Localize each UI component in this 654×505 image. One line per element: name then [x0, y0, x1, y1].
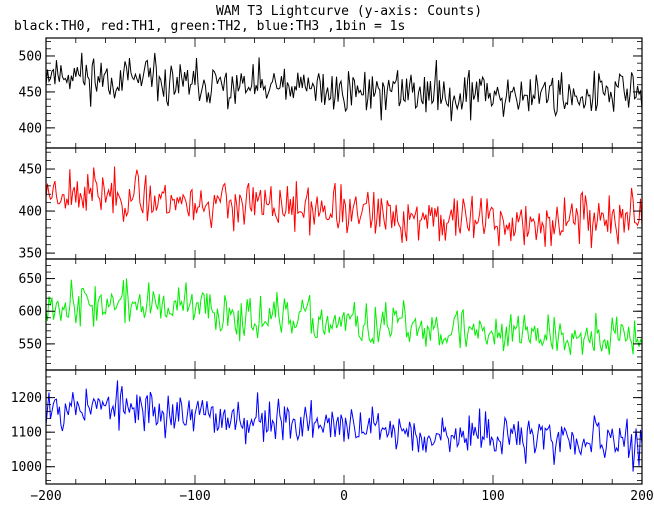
y-tick-label: 450 — [19, 85, 42, 100]
y-tick-label: 1200 — [11, 391, 42, 406]
panel-th3: 1000 1100 1200 — [11, 369, 643, 485]
y-tick-label: 400 — [19, 205, 42, 220]
panel-frame — [45, 37, 643, 149]
x-axis: −200 −100 0 100 200 — [30, 489, 653, 504]
panel-th0: 400 450 500 — [19, 37, 643, 149]
panel-th2: 550 600 650 — [19, 258, 643, 371]
panel-frame — [45, 369, 643, 485]
y-tick-label: 500 — [19, 49, 42, 64]
series-th3 — [46, 380, 642, 472]
series-th2 — [46, 278, 642, 355]
x-tick-label: 0 — [340, 489, 348, 504]
panel-th1: 350 400 450 — [19, 147, 643, 262]
x-tick-label: −100 — [179, 489, 210, 504]
x-tick-label: 200 — [630, 489, 653, 504]
y-tick-label: 550 — [19, 337, 42, 352]
chart-subtitle: black:TH0, red:TH1, green:TH2, blue:TH3 … — [14, 19, 405, 34]
y-tick-label: 650 — [19, 272, 42, 287]
y-tick-label: 400 — [19, 121, 42, 136]
panels-group: 400 450 500 350 400 450 550 600 650 1000 1100 1200 — [11, 37, 643, 485]
series-th0 — [46, 52, 642, 122]
y-tick-label: 350 — [19, 247, 42, 262]
x-tick-label: −200 — [30, 489, 61, 504]
x-tick-label: 100 — [481, 489, 504, 504]
series-th1 — [46, 166, 642, 249]
y-tick-label: 600 — [19, 305, 42, 320]
chart-title: WAM T3 Lightcurve (y-axis: Counts) — [216, 4, 482, 19]
y-tick-label: 450 — [19, 163, 42, 178]
y-tick-label: 1100 — [11, 426, 42, 441]
y-tick-label: 1000 — [11, 460, 42, 475]
